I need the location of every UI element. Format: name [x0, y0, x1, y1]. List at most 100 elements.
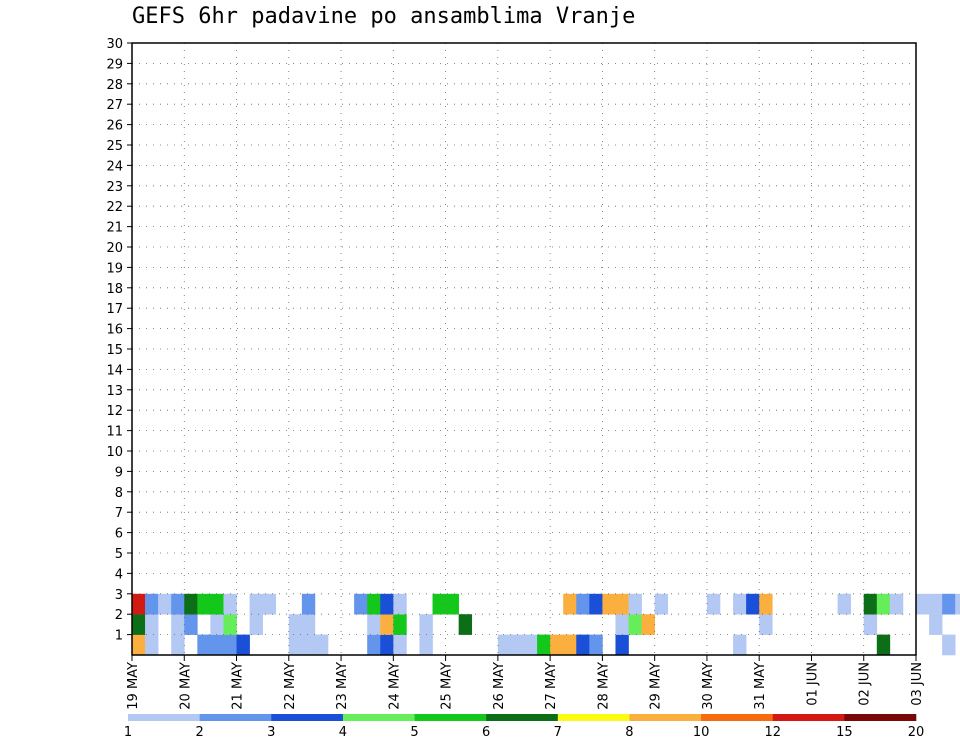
x-tick-label: 23 MAY: [335, 662, 350, 710]
y-tick-label: 20: [106, 241, 123, 256]
x-tick-label: 25 MAY: [440, 662, 455, 710]
heatmap-cell: [759, 593, 773, 615]
heatmap-cell: [942, 634, 956, 656]
y-tick-label: 19: [106, 261, 123, 276]
colorbar-swatch: [199, 714, 272, 721]
colorbar-label: 10: [693, 725, 710, 740]
heatmap-cell: [837, 593, 851, 615]
x-tick-label: 22 MAY: [283, 662, 298, 710]
chart-title: GEFS 6hr padavine po ansamblima Vranje: [132, 4, 636, 29]
y-tick-label: 11: [106, 425, 123, 440]
heatmap-cell: [145, 614, 159, 635]
heatmap-cell: [510, 634, 525, 656]
y-tick-label: 14: [106, 363, 123, 378]
y-axis: 1234567891011121314151617181920212223242…: [106, 37, 132, 644]
y-tick-label: 6: [115, 527, 123, 542]
heatmap-cells: [132, 593, 960, 656]
y-tick-label: 28: [106, 78, 123, 93]
heatmap-cell: [184, 614, 198, 635]
heatmap-cell: [210, 634, 224, 656]
heatmap-cell: [458, 614, 473, 635]
y-tick-label: 3: [115, 588, 123, 603]
y-tick-label: 5: [115, 547, 123, 562]
heatmap-cell: [628, 593, 642, 615]
heatmap-cell: [132, 614, 146, 635]
heatmap-cell: [380, 593, 394, 615]
heatmap-cell: [746, 593, 760, 615]
heatmap-cell: [615, 614, 629, 635]
colorbar-swatch: [701, 714, 774, 721]
heatmap-cell: [132, 593, 146, 615]
heatmap-cell: [145, 593, 159, 615]
heatmap-cell: [589, 593, 603, 615]
heatmap-cell: [367, 634, 381, 656]
colorbar-swatch: [128, 714, 200, 721]
heatmap-cell: [197, 634, 211, 656]
heatmap-cell: [393, 593, 407, 615]
heatmap-cell: [641, 614, 655, 635]
colorbar-swatch: [486, 714, 559, 721]
y-tick-label: 2: [115, 608, 123, 623]
y-tick-label: 12: [106, 404, 123, 419]
heatmap-cell: [236, 634, 250, 656]
y-tick-label: 4: [115, 567, 123, 582]
heatmap-cell: [184, 593, 198, 615]
x-tick-label: 29 MAY: [649, 662, 664, 710]
x-tick-label: 30 MAY: [701, 662, 716, 710]
heatmap-cell: [942, 593, 956, 615]
y-tick-label: 10: [106, 445, 123, 460]
heatmap-cell: [380, 634, 394, 656]
heatmap-cell: [301, 593, 316, 615]
heatmap-cell: [615, 634, 629, 656]
heatmap-cell: [706, 593, 721, 615]
heatmap-cell: [249, 614, 263, 635]
colorbar-label: 7: [554, 725, 562, 740]
heatmap-cell: [223, 593, 237, 615]
heatmap-cell: [314, 634, 329, 656]
colorbar-swatch: [414, 714, 487, 721]
heatmap-cell: [171, 634, 185, 656]
heatmap-cell: [576, 634, 590, 656]
heatmap-cell: [301, 634, 316, 656]
colorbar-legend: 1 2 3 4 5 6 7 8 10 12 15 20: [124, 714, 924, 740]
y-tick-label: 17: [106, 302, 123, 317]
heatmap-cell: [393, 614, 407, 635]
y-tick-label: 26: [106, 119, 123, 134]
heatmap-cell: [628, 614, 642, 635]
heatmap-cell: [171, 614, 185, 635]
colorbar-swatch: [772, 714, 845, 721]
heatmap-cell: [158, 593, 172, 615]
heatmap-cell: [589, 634, 603, 656]
y-tick-label: 15: [106, 343, 123, 358]
heatmap-cell: [197, 593, 211, 615]
y-tick-label: 1: [115, 629, 123, 644]
y-tick-label: 21: [106, 221, 123, 236]
heatmap-cell: [876, 634, 891, 656]
x-tick-label: 20 MAY: [178, 662, 193, 710]
heatmap-cell: [563, 634, 577, 656]
colorbar-swatch: [342, 714, 415, 721]
heatmap-cell: [367, 593, 381, 615]
x-tick-label: 31 MAY: [753, 662, 768, 710]
colorbar-label: 6: [482, 725, 490, 740]
heatmap-cell: [210, 593, 224, 615]
heatmap-cell: [563, 593, 577, 615]
colorbar-label: 20: [908, 725, 925, 740]
grid-lines: [132, 43, 916, 655]
heatmap-cell: [654, 593, 669, 615]
heatmap-cell: [733, 634, 747, 656]
heatmap-cell: [955, 593, 960, 615]
heatmap-cell: [171, 593, 185, 615]
colorbar-label: 4: [339, 725, 347, 740]
heatmap-cell: [863, 593, 878, 615]
heatmap-cell: [288, 634, 303, 656]
heatmap-cell: [876, 593, 891, 615]
x-tick-label: 03 JUN: [910, 662, 925, 706]
x-axis: 19 MAY 20 MAY 21 MAY 22 MAY 23 MAY 24 MAY 25 M…: [126, 655, 925, 710]
y-tick-label: 23: [106, 180, 123, 195]
colorbar-label: 15: [836, 725, 853, 740]
colorbar-label: 8: [625, 725, 633, 740]
heatmap-cell: [380, 614, 394, 635]
heatmap-cell: [759, 614, 773, 635]
y-tick-label: 18: [106, 282, 123, 297]
